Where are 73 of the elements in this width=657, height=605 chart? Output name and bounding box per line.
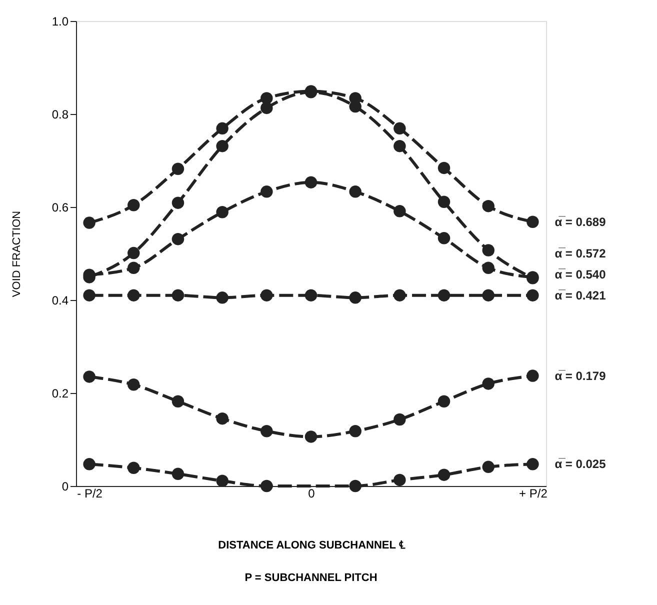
series-label: α̅ = 0.179 [554, 368, 606, 383]
point [394, 140, 406, 152]
point [83, 289, 96, 302]
y-tick-label: 0.2 [52, 386, 69, 400]
y-axis-title: VOID FRACTION [10, 210, 23, 298]
point [260, 102, 273, 114]
point [216, 140, 228, 152]
y-tick-label: 0.4 [52, 294, 69, 308]
point [438, 196, 450, 208]
point [304, 289, 318, 302]
point [172, 395, 184, 408]
point [172, 232, 184, 246]
point [128, 246, 140, 260]
point [438, 289, 450, 302]
point [128, 289, 140, 302]
point [394, 413, 406, 426]
point [304, 430, 318, 443]
point [438, 395, 450, 408]
point [394, 205, 406, 218]
point [394, 289, 406, 302]
point [349, 292, 362, 304]
point [216, 412, 228, 425]
point [260, 425, 273, 438]
point [216, 474, 228, 487]
series-label: α̅ = 0.025 [554, 457, 606, 472]
point [482, 262, 494, 274]
point [260, 186, 273, 198]
point [482, 460, 494, 474]
point [172, 196, 184, 209]
point [216, 122, 228, 135]
point [83, 370, 96, 383]
point [172, 289, 184, 302]
point [172, 162, 184, 175]
point [260, 289, 273, 302]
y-tick-label: 0.6 [52, 200, 69, 214]
x-tick-label: - P/2 [77, 486, 103, 500]
point [216, 292, 228, 304]
point [128, 262, 140, 274]
point [526, 216, 539, 228]
text: P = SUBCHANNEL PITCH [244, 572, 378, 584]
series-label: α̅ = 0.540 [554, 267, 606, 282]
point [526, 289, 539, 302]
point [526, 370, 539, 382]
point [438, 232, 450, 244]
point [482, 289, 494, 302]
point [83, 458, 96, 470]
point [526, 458, 539, 470]
point [482, 378, 494, 390]
point [128, 378, 140, 391]
point [349, 425, 362, 438]
point [216, 206, 228, 218]
x-tick-label: + P/2 [519, 486, 548, 500]
point [349, 186, 362, 198]
point [394, 474, 406, 486]
x-axis-title: DISTANCE ALONG SUBCHANNEL ℄ [218, 540, 406, 552]
x-tick-label: 0 [308, 486, 316, 500]
y-tick-label: 0.8 [52, 108, 69, 122]
point [128, 199, 140, 212]
point [394, 122, 406, 135]
point [260, 480, 273, 492]
point [83, 216, 96, 229]
point [438, 468, 450, 481]
series-label: α̅ = 0.572 [554, 246, 606, 260]
point [349, 480, 362, 492]
y-tick-label: 1.0 [52, 14, 69, 28]
series-label: α̅ = 0.689 [554, 214, 606, 229]
series-label: α̅ = 0.421 [554, 288, 606, 302]
point [304, 176, 318, 188]
point [438, 162, 450, 174]
point [482, 200, 494, 212]
point [482, 244, 494, 256]
point [172, 468, 184, 480]
point [128, 462, 140, 474]
